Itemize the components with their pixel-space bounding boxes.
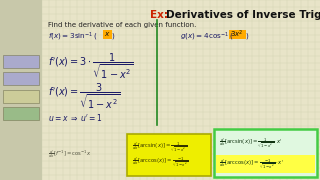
- FancyBboxPatch shape: [214, 129, 317, 177]
- Text: $f(x) = 3\sin^{-1}($: $f(x) = 3\sin^{-1}($: [48, 31, 98, 43]
- FancyBboxPatch shape: [102, 30, 111, 39]
- FancyBboxPatch shape: [127, 134, 211, 176]
- Text: $\frac{d}{dx}[\arccos(x)] = \frac{-1}{\sqrt{1-x^2}}\cdot x'$: $\frac{d}{dx}[\arccos(x)] = \frac{-1}{\s…: [219, 157, 284, 171]
- Text: $)$: $)$: [245, 31, 249, 41]
- FancyBboxPatch shape: [3, 90, 39, 103]
- FancyBboxPatch shape: [216, 155, 315, 173]
- FancyBboxPatch shape: [3, 72, 39, 85]
- Text: $3x^2$: $3x^2$: [230, 28, 244, 40]
- Text: $f'(x) = \dfrac{3}{\sqrt{1-x^2}}$: $f'(x) = \dfrac{3}{\sqrt{1-x^2}}$: [48, 82, 120, 111]
- Text: Ex:: Ex:: [150, 10, 168, 20]
- FancyBboxPatch shape: [3, 55, 39, 68]
- Text: Derivatives of Inverse Trig Functions: Derivatives of Inverse Trig Functions: [166, 10, 320, 20]
- FancyBboxPatch shape: [3, 107, 39, 120]
- Text: $\frac{d}{dx}[f^{-1}] = \cos^{-1}x$: $\frac{d}{dx}[f^{-1}] = \cos^{-1}x$: [48, 148, 92, 160]
- Text: $u = x \;\Rightarrow\; u' = 1$: $u = x \;\Rightarrow\; u' = 1$: [48, 112, 103, 123]
- Text: $x$: $x$: [104, 30, 110, 38]
- FancyBboxPatch shape: [42, 0, 320, 180]
- Text: Find the derivative of each given function.: Find the derivative of each given functi…: [48, 22, 196, 28]
- Text: $\frac{d}{dx}[\arcsin(x)] = \frac{1}{\sqrt{1-x^2}}$: $\frac{d}{dx}[\arcsin(x)] = \frac{1}{\sq…: [132, 140, 187, 154]
- Text: $\frac{d}{dx}[\arccos(x)] = \frac{-1}{\sqrt{1-x^2}}$: $\frac{d}{dx}[\arccos(x)] = \frac{-1}{\s…: [132, 155, 188, 169]
- FancyBboxPatch shape: [0, 0, 42, 180]
- Text: $\frac{d}{dx}[\arcsin(x)] = \frac{1}{\sqrt{1-x^2}}\cdot x'$: $\frac{d}{dx}[\arcsin(x)] = \frac{1}{\sq…: [219, 136, 283, 150]
- FancyBboxPatch shape: [228, 30, 245, 39]
- Text: $g(x) = 4\cos^{-1}($: $g(x) = 4\cos^{-1}($: [180, 31, 233, 43]
- Text: $f'(x) = 3 \cdot \dfrac{1}{\sqrt{1-x^2}}$: $f'(x) = 3 \cdot \dfrac{1}{\sqrt{1-x^2}}…: [48, 52, 133, 81]
- Text: $)$: $)$: [111, 31, 115, 41]
